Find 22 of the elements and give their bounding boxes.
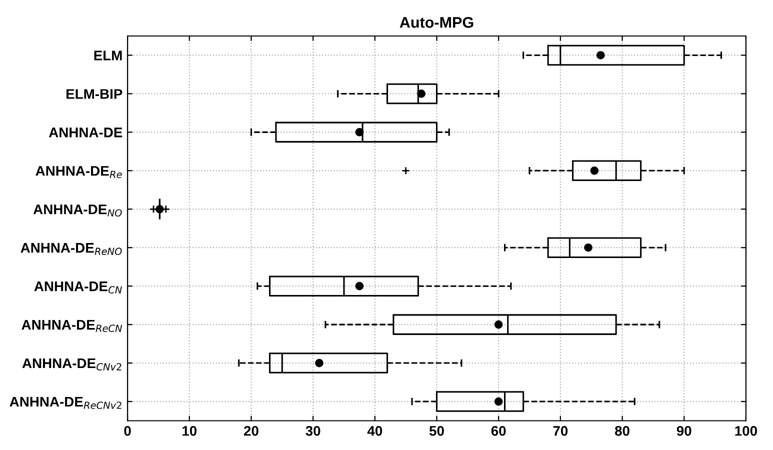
y-tick-label: ELM	[94, 50, 122, 60]
chart-title: Auto-MPG	[400, 17, 474, 28]
x-tick-label: 40	[367, 426, 382, 436]
x-tick-label: 10	[182, 426, 197, 436]
y-tick-label: ANHNA-DE$_{Re}$	[36, 166, 122, 178]
y-tick-label: ANHNA-DE$_{ReCNv2}$	[10, 396, 122, 409]
y-tick-label: ANHNA-DE$_{CN}$	[34, 282, 122, 294]
x-tick-label: 80	[614, 426, 630, 436]
y-tick-label: ANHNA-DE$_{NO}$	[33, 204, 122, 217]
x-tick-label: 20	[244, 426, 258, 436]
x-tick-label: 0	[124, 426, 131, 436]
x-tick-label: 100	[735, 426, 757, 436]
x-tick-label: 90	[676, 426, 692, 436]
x-tick-label: 70	[553, 426, 568, 436]
y-tick-label: ANHNA-DE$_{ReCN}$	[22, 320, 122, 332]
x-tick-label: 50	[429, 426, 444, 436]
x-tick-label: 60	[491, 426, 506, 436]
y-tick-label: ELM-BIP	[66, 89, 122, 99]
x-tick-label: 30	[306, 426, 320, 436]
y-tick-label: ANHNA-DE$_{ReNO}$	[20, 243, 122, 256]
y-tick-label: ANHNA-DE	[48, 128, 122, 138]
y-tick-label: ANHNA-DE$_{CNv2}$	[22, 358, 122, 370]
